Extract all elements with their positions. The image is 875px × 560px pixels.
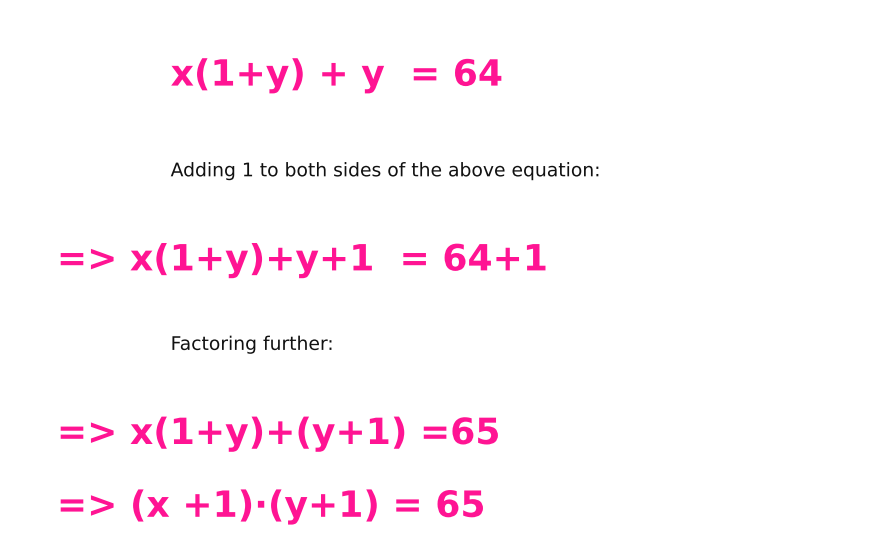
Text: Factoring further:: Factoring further: bbox=[171, 335, 334, 354]
Text: Adding 1 to both sides of the above equation:: Adding 1 to both sides of the above equa… bbox=[171, 161, 600, 180]
Text: x(1+y) + y  = 64: x(1+y) + y = 64 bbox=[171, 59, 503, 92]
Text: => x(1+y)+y+1  = 64+1: => x(1+y)+y+1 = 64+1 bbox=[57, 244, 549, 277]
Text: => x(1+y)+(y+1) =65: => x(1+y)+(y+1) =65 bbox=[57, 417, 501, 451]
Text: => (x +1)·(y+1) = 65: => (x +1)·(y+1) = 65 bbox=[57, 490, 487, 524]
